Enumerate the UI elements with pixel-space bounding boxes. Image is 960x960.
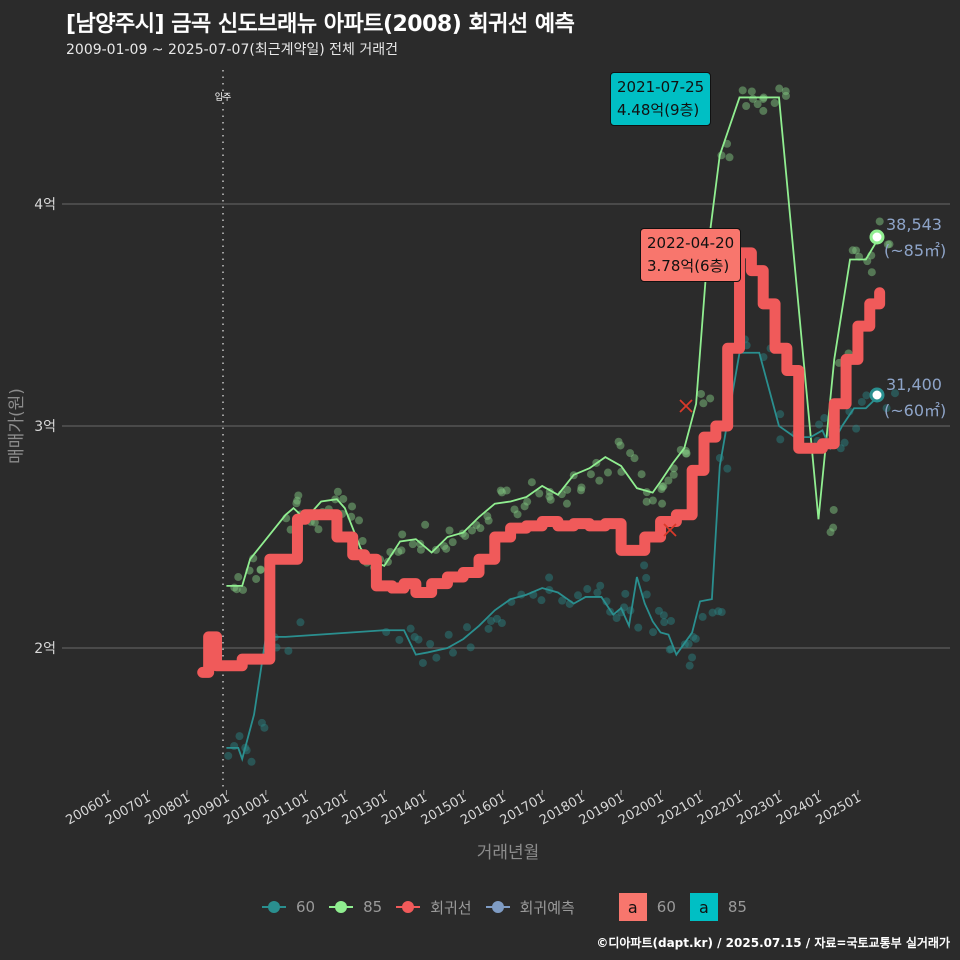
pred85-point (869, 229, 885, 245)
max85-value: 4.48억(9층) (617, 101, 700, 119)
y-axis-label: 매매가(원) (7, 388, 27, 464)
legend-dot-icon (262, 900, 286, 914)
pred85-area: (~85㎡) (884, 241, 946, 260)
pred85-value: 38,543 (886, 215, 942, 234)
legend-box-icon: a (618, 893, 647, 921)
pred60-area: (~60㎡) (884, 401, 946, 420)
legend-box-icon: a (689, 893, 718, 921)
maxreg-date: 2022-04-20 (647, 234, 735, 252)
svg-text:4억: 4억 (34, 197, 56, 213)
page-title: [남양주시] 금곡 신도브래뉴 아파트(2008) 회귀선 예측 (66, 12, 575, 37)
x-axis-ticks: 2006012007012008012009012010012011012012… (64, 790, 864, 828)
maxreg-callout: 2022-04-20 3.78억(6층) (640, 228, 742, 282)
page-subtitle: 2009-01-09 ~ 2025-07-07(최근계약일) 전체 거래건 (66, 42, 398, 58)
footer-credit: ©디아파트(dapt.kr) / 2025.07.15 / 자료=국토교통부 실… (596, 936, 950, 950)
legend-box-85: a 85 (689, 893, 747, 921)
legend-item-85: 85 (329, 898, 382, 916)
maxreg-value: 3.78억(6층) (647, 257, 730, 275)
legend-item-60: 60 (262, 898, 315, 916)
pred60-point (869, 387, 885, 403)
legend-box-60: a 60 (618, 893, 676, 921)
svg-text:202501: 202501 (813, 790, 863, 828)
legend-dot-icon (396, 900, 421, 914)
pred60-value: 31,400 (886, 375, 942, 394)
legend: 60 85 회귀선 회귀예측 a 60 a 85 (262, 893, 761, 921)
scatter-points (224, 84, 899, 766)
legend-item-regression: 회귀선 (396, 897, 472, 918)
svg-text:3억: 3억 (34, 419, 56, 435)
max85-callout: 2021-07-25 4.48억(9층) (610, 72, 712, 126)
legend-dot-icon (485, 900, 510, 914)
svg-text:2억: 2억 (34, 641, 56, 657)
outlier-marker (663, 399, 693, 537)
y-axis-ticks: 2억 3억 4억 (34, 197, 56, 657)
legend-dot-icon (329, 900, 354, 914)
max85-date: 2021-07-25 (617, 78, 705, 96)
x-axis-label: 거래년월 (477, 843, 540, 863)
move-in-label: 입주 (215, 91, 232, 103)
legend-item-prediction: 회귀예측 (485, 897, 575, 918)
series-lines (197, 96, 886, 763)
